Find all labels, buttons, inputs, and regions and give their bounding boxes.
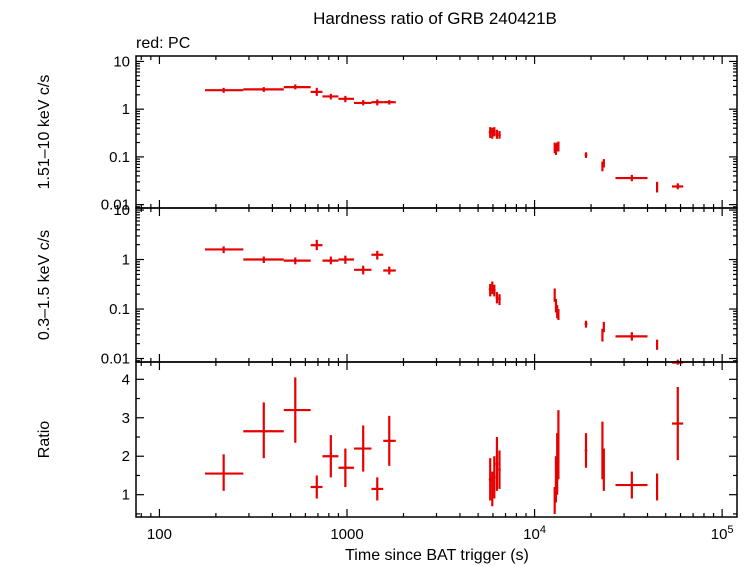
data-point: [205, 246, 244, 254]
data-point: [383, 415, 396, 466]
data-point: [488, 127, 492, 138]
data-point: [310, 87, 323, 96]
data-point: [205, 87, 244, 93]
data-point: [498, 130, 501, 139]
data-point: [557, 309, 560, 320]
data-point: [310, 239, 323, 251]
data-point: [491, 471, 494, 507]
y-axis-label: Ratio: [36, 421, 53, 458]
y-axis-label: 0.3–1.5 keV c/s: [36, 230, 53, 340]
y-tick-label: 0.01: [101, 351, 130, 368]
data-point: [338, 95, 355, 103]
data-point: [383, 266, 396, 275]
y-tick-label: 2: [122, 448, 130, 465]
x-tick-exponent: 5: [727, 524, 733, 536]
data-point: [283, 84, 311, 90]
data-point: [495, 129, 499, 139]
data-point: [602, 159, 605, 168]
y-tick-label: 0.1: [109, 149, 130, 166]
instrument-note: red: PC: [136, 35, 190, 52]
y-tick-label: 4: [122, 371, 130, 388]
y-tick-label: 3: [122, 410, 130, 427]
data-point: [354, 265, 372, 275]
data-point: [557, 141, 560, 152]
plot-panels: 0.01 0.1 1 10 1.51–10 keV c/s 0.01 0.1 1 10 0.3–1…: [36, 53, 738, 543]
data-point: [338, 448, 355, 487]
data-point: [615, 471, 648, 499]
x-tick-exponent: 4: [540, 524, 546, 536]
data-point: [656, 181, 659, 193]
panel-soft: 0.01 0.1 1 10 0.3–1.5 keV c/s: [36, 202, 738, 368]
data-point: [492, 456, 496, 499]
panel-frame: [135, 207, 738, 363]
data-point: [656, 473, 659, 501]
data-point: [310, 475, 323, 499]
data-point: [498, 450, 501, 489]
data-point: [498, 294, 501, 306]
data-point: [322, 256, 339, 265]
data-point: [243, 402, 284, 459]
data-point: [553, 288, 556, 302]
data-point: [491, 127, 494, 139]
data-point: [601, 328, 604, 342]
y-tick-label: 0.1: [109, 301, 130, 318]
data-point: [602, 321, 605, 333]
y-tick-label: 1: [122, 101, 130, 118]
data-point: [495, 292, 499, 304]
data-point: [492, 127, 496, 137]
y-axis-label: 1.51–10 keV c/s: [36, 75, 53, 190]
panel-frame: [135, 55, 738, 209]
data-point: [338, 255, 355, 264]
data-point: [584, 433, 588, 468]
chart-title: Hardness ratio of GRB 240421B: [313, 9, 557, 28]
y-tick-label: 10: [113, 53, 130, 70]
data-point: [283, 257, 311, 265]
data-point: [492, 284, 496, 297]
data-point: [495, 437, 499, 491]
data-point: [354, 100, 372, 106]
data-point: [671, 183, 684, 190]
data-point: [584, 320, 588, 328]
panel-ratio: 1 2 3 4 Ratio: [36, 361, 738, 518]
data-point: [615, 332, 648, 341]
data-point: [383, 100, 396, 105]
x-tick-label: 100: [147, 526, 172, 543]
data-point: [283, 377, 311, 443]
panel-hard: 0.01 0.1 1 10 1.51–10 keV c/s: [36, 53, 738, 214]
data-point: [371, 99, 384, 106]
x-tick-label: 105: [711, 524, 734, 543]
data-point: [557, 410, 560, 480]
data-point: [491, 281, 494, 295]
data-point: [656, 339, 659, 350]
data-point: [243, 256, 284, 264]
x-tick-label: 104: [523, 524, 546, 543]
data-point: [488, 284, 492, 297]
y-tick-label: 1: [122, 487, 130, 504]
data-point: [602, 448, 605, 491]
data-point: [615, 174, 648, 182]
data-point: [322, 93, 339, 100]
data-point: [584, 152, 588, 158]
y-tick-label: 0.01: [101, 197, 130, 214]
x-axis-label: Time since BAT trigger (s): [345, 547, 529, 564]
y-tick-label: 10: [113, 202, 130, 219]
data-point: [488, 458, 492, 501]
data-point: [371, 477, 384, 501]
data-point: [671, 387, 684, 461]
data-point: [205, 454, 244, 491]
panel-frame: [135, 361, 738, 518]
x-tick-label: 1000: [330, 526, 363, 543]
data-point: [322, 435, 339, 478]
y-tick-label: 1: [122, 252, 130, 269]
data-point: [354, 425, 372, 472]
data-point: [371, 250, 384, 260]
data-point: [243, 87, 284, 92]
